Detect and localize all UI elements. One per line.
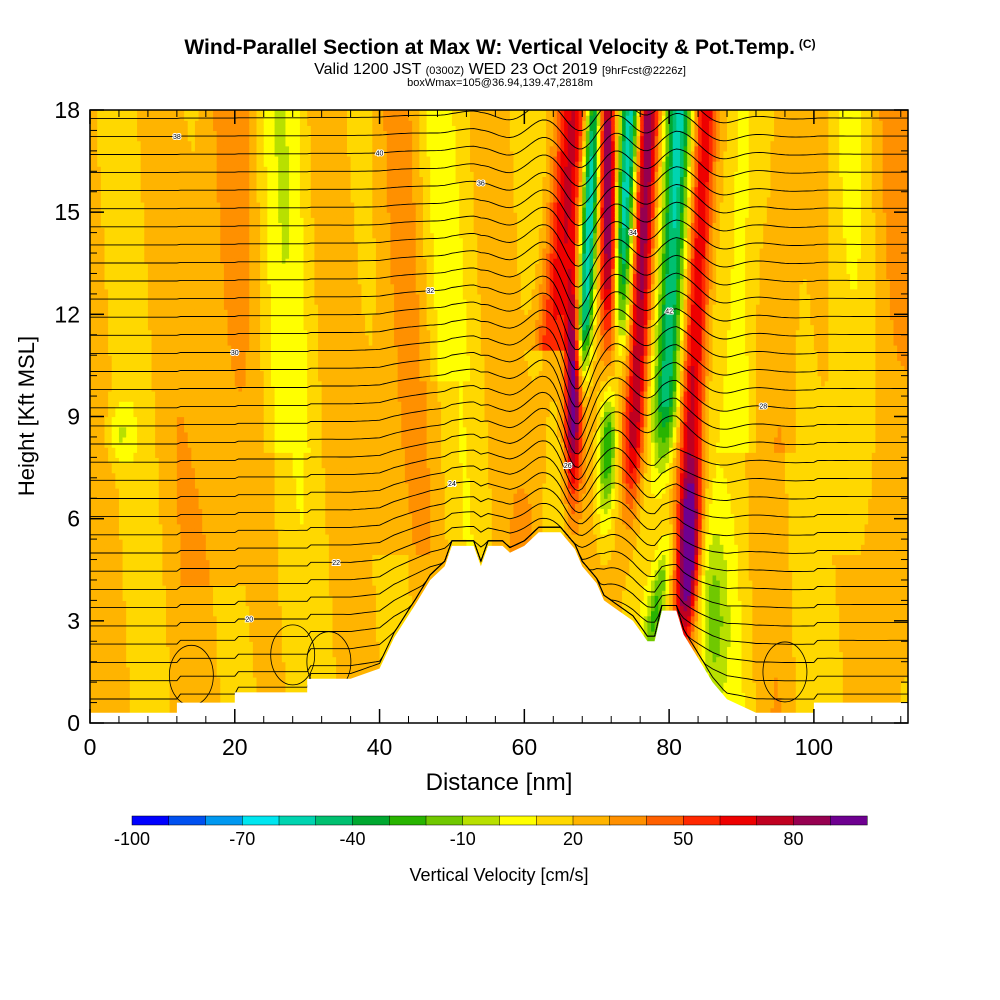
colorbar-swatch: [353, 816, 390, 825]
y-tick-label: 0: [67, 710, 80, 736]
colorbar-tick-label: -40: [339, 829, 365, 849]
theta-contour-label: 36: [477, 180, 485, 187]
x-tick-label: 80: [656, 734, 682, 760]
x-tick-label: 100: [795, 734, 833, 760]
colorbar-swatch: [830, 816, 867, 825]
theta-contour-label: 30: [231, 350, 239, 357]
colorbar-swatch: [500, 816, 537, 825]
colorbar-swatch: [132, 816, 169, 825]
colorbar-swatch: [794, 816, 831, 825]
colorbar-tick-label: -70: [229, 829, 255, 849]
colorbar-swatch: [389, 816, 426, 825]
theta-contour-label: 34: [629, 230, 637, 237]
colorbar-swatch: [169, 816, 206, 825]
colorbar-swatch: [316, 816, 353, 825]
theta-contour-label: 20: [245, 616, 253, 623]
theta-contour-label: 22: [332, 560, 340, 567]
x-axis-label: Distance [nm]: [426, 769, 573, 796]
colorbar-swatch: [426, 816, 463, 825]
theta-contour-label: 40: [376, 150, 384, 157]
colorbar-swatch: [610, 816, 647, 825]
colorbar-label: Vertical Velocity [cm/s]: [409, 865, 588, 885]
colorbar-swatch: [536, 816, 573, 825]
cross-section-chart: 202224262830323436384042 0 20 40 60 80 100036…: [0, 0, 1000, 1000]
theta-contour-label: 24: [448, 481, 456, 488]
y-tick-label: 18: [54, 97, 80, 123]
x-tick-label: 20: [222, 734, 248, 760]
y-axis-label: Height [Kft MSL]: [14, 336, 39, 496]
y-tick-label: 3: [67, 608, 80, 634]
colorbar-swatch: [206, 816, 243, 825]
y-tick-label: 12: [54, 301, 80, 327]
colorbar-swatch: [279, 816, 316, 825]
colorbar-swatch: [683, 816, 720, 825]
theta-contour-label: 42: [665, 308, 673, 315]
y-tick-label: 15: [54, 199, 80, 225]
colorbar-tick-label: 80: [783, 829, 803, 849]
x-tick-label: 0: [84, 734, 97, 760]
colorbar-tick-label: 50: [673, 829, 693, 849]
x-tick-label: 40: [367, 734, 393, 760]
colorbar-swatch: [242, 816, 279, 825]
colorbar-swatch: [720, 816, 757, 825]
colorbar-swatch: [463, 816, 500, 825]
theta-contour-label: 28: [759, 403, 767, 410]
colorbar-swatch: [757, 816, 794, 825]
x-tick-label: 60: [512, 734, 538, 760]
colorbar-tick-label: 20: [563, 829, 583, 849]
theta-contour-label: 26: [564, 463, 572, 470]
theta-contour-label: 38: [173, 134, 181, 141]
y-tick-label: 6: [67, 506, 80, 532]
colorbar-tick-label: -10: [450, 829, 476, 849]
colorbar-tick-label: -100: [114, 829, 150, 849]
colorbar-swatch: [573, 816, 610, 825]
colorbar: -100 -70 -40 -10 20 50 80: [114, 816, 867, 849]
y-tick-label: 9: [67, 404, 80, 430]
theta-contour-label: 32: [426, 288, 434, 295]
colorbar-swatch: [647, 816, 684, 825]
